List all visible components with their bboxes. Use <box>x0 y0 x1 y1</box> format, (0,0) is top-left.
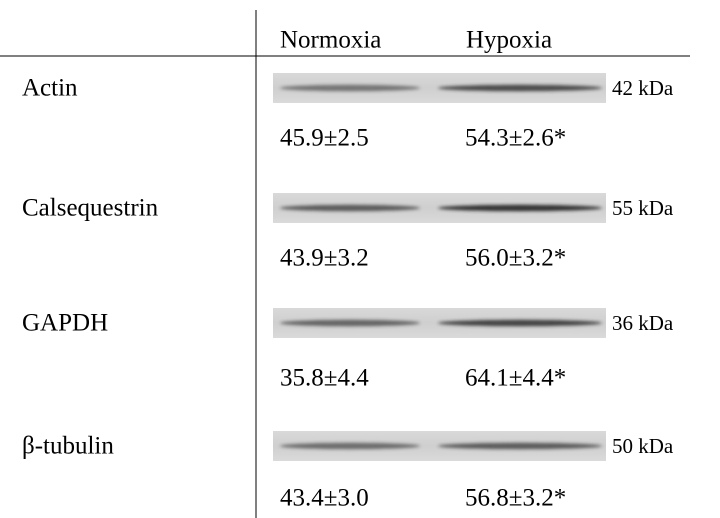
figure: Normoxia Hypoxia Actin 42 kDa 45.9±2.5 54.3… <box>0 0 720 518</box>
protein-label: GAPDH <box>22 310 108 337</box>
blot-image <box>273 193 606 223</box>
hypoxia-value: 56.0±3.2* <box>465 245 566 272</box>
blot-band <box>438 205 602 211</box>
normoxia-value: 45.9±2.5 <box>280 125 369 152</box>
molecular-weight: 42 kDa <box>612 76 674 100</box>
hypoxia-value: 64.1±4.4* <box>465 365 566 392</box>
protein-label: Calsequestrin <box>22 195 159 222</box>
normoxia-value: 43.9±3.2 <box>280 245 369 272</box>
blot-band <box>280 443 420 449</box>
normoxia-value: 35.8±4.4 <box>280 365 369 392</box>
normoxia-value: 43.4±3.0 <box>280 485 369 512</box>
molecular-weight: 55 kDa <box>612 196 674 220</box>
molecular-weight: 36 kDa <box>612 311 674 335</box>
blot-band <box>438 443 602 449</box>
blot-band <box>438 320 602 326</box>
column-header: Hypoxia <box>466 27 552 54</box>
hypoxia-value: 54.3±2.6* <box>465 125 566 152</box>
column-header: Normoxia <box>280 27 381 54</box>
protein-label: β-tubulin <box>22 433 114 460</box>
blot-image <box>273 73 606 103</box>
blot-image <box>273 308 606 338</box>
blot-band <box>280 85 420 91</box>
hypoxia-value: 56.8±3.2* <box>465 485 566 512</box>
molecular-weight: 50 kDa <box>612 434 674 458</box>
protein-label: Actin <box>22 75 78 102</box>
blot-image <box>273 431 606 461</box>
blot-band <box>438 85 602 91</box>
blot-band <box>280 320 420 326</box>
blot-band <box>280 205 420 211</box>
